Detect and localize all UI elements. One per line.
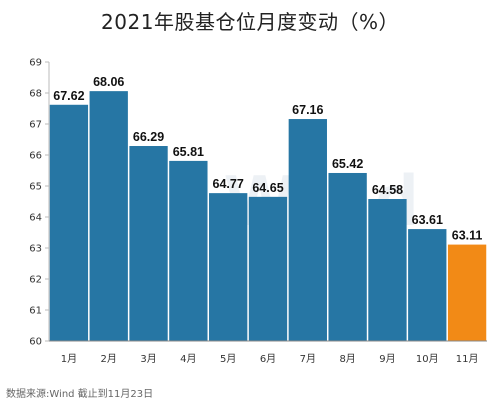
y-tick-label: 68	[29, 89, 42, 100]
y-tick-label: 63	[29, 244, 42, 255]
bar-6月	[248, 196, 288, 341]
bar-10月	[408, 229, 447, 341]
data-label-11月: 63.11	[452, 229, 483, 243]
bar-4月	[169, 160, 208, 341]
x-tick-label: 10月	[416, 353, 439, 365]
data-label-3月: 66.29	[133, 130, 164, 144]
x-tick-label: 11月	[456, 353, 479, 365]
bar-1月	[49, 104, 89, 341]
data-label-7月: 67.16	[292, 103, 323, 117]
x-tick-label: 5月	[220, 353, 236, 365]
y-tick-label: 60	[29, 337, 42, 348]
bar-7月	[288, 119, 327, 341]
data-label-8月: 65.42	[332, 157, 363, 171]
y-tick-label: 65	[29, 182, 42, 193]
x-tick-label: 2月	[101, 353, 117, 365]
bar-11月	[447, 244, 487, 341]
bar-5月	[209, 193, 248, 341]
x-tick-label: 6月	[260, 353, 276, 365]
data-label-10月: 63.61	[412, 213, 443, 227]
data-label-4月: 65.81	[173, 145, 204, 159]
data-label-6月: 64.65	[252, 181, 283, 195]
source-note: 数据来源:Wind 截止到11月23日	[6, 389, 154, 400]
bar-9月	[368, 199, 407, 341]
x-tick-label: 3月	[140, 353, 156, 365]
y-tick-label: 67	[29, 120, 42, 131]
x-tick-label: 9月	[379, 353, 395, 365]
data-label-9月: 64.58	[372, 183, 403, 197]
x-tick-label: 7月	[300, 353, 316, 365]
x-tick-label: 4月	[180, 353, 196, 365]
data-label-1月: 67.62	[53, 89, 84, 103]
y-tick-label: 66	[29, 151, 42, 162]
bar-3月	[129, 146, 168, 341]
x-tick-label: 8月	[339, 353, 355, 365]
y-tick-label: 61	[29, 306, 42, 317]
y-tick-label: 69	[29, 58, 42, 69]
data-label-2月: 68.06	[93, 75, 124, 89]
bar-8月	[328, 172, 367, 341]
bar-2月	[89, 91, 128, 341]
y-tick-label: 64	[29, 213, 42, 224]
chart-title: 2021年股基仓位月度变动（%）	[101, 10, 399, 34]
data-label-5月: 64.77	[213, 177, 244, 191]
x-tick-label: 1月	[61, 353, 77, 365]
y-tick-label: 62	[29, 275, 42, 286]
